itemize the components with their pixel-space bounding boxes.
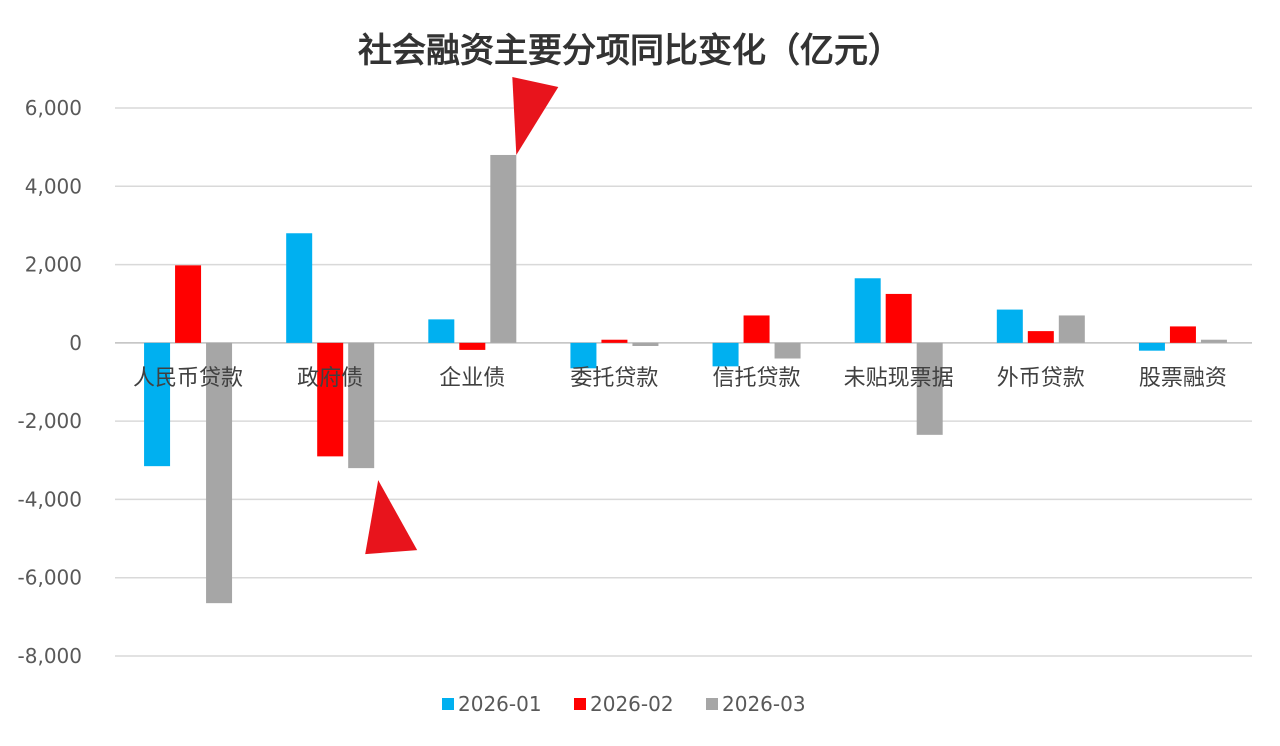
bar bbox=[348, 342, 375, 469]
bar bbox=[144, 342, 171, 467]
legend-label: 2026-02 bbox=[590, 692, 674, 716]
bar bbox=[885, 293, 912, 343]
legend: 2026-01 2026-02 2026-03 bbox=[442, 692, 806, 716]
y-tick-label: 0 bbox=[69, 331, 82, 355]
bar bbox=[996, 309, 1023, 343]
x-category-label: 人民币贷款 bbox=[133, 366, 243, 391]
legend-swatch bbox=[706, 698, 718, 710]
x-axis-categories: 人民币贷款 政府债 企业债 委托贷款 信托贷款 未贴现票据 外币贷款 股票融资 bbox=[133, 366, 1227, 391]
bar bbox=[916, 342, 943, 435]
x-category-label: 外币贷款 bbox=[997, 366, 1085, 391]
x-category-label: 股票融资 bbox=[1139, 366, 1227, 391]
y-axis-ticks: 6,000 4,000 2,000 0 -2,000 -4,000 -6,000 -8,000 bbox=[18, 96, 82, 668]
bar bbox=[1027, 331, 1054, 343]
annotation-arrow bbox=[365, 480, 418, 555]
bar bbox=[428, 319, 455, 343]
bar bbox=[206, 342, 233, 604]
bar bbox=[286, 233, 313, 343]
bar bbox=[743, 315, 770, 343]
y-tick-label: -4,000 bbox=[18, 487, 82, 511]
y-tick-label: 4,000 bbox=[25, 174, 82, 198]
bar bbox=[317, 342, 344, 457]
bar bbox=[1169, 326, 1196, 343]
y-tick-label: 6,000 bbox=[25, 96, 82, 120]
bar bbox=[459, 342, 486, 350]
x-category-label: 政府债 bbox=[297, 366, 363, 391]
bar bbox=[854, 278, 881, 343]
x-category-label: 未贴现票据 bbox=[844, 366, 954, 391]
y-tick-label: -8,000 bbox=[18, 644, 82, 668]
legend-label: 2026-01 bbox=[458, 692, 542, 716]
bar bbox=[632, 342, 659, 346]
x-category-label: 信托贷款 bbox=[713, 366, 801, 391]
x-category-label: 企业债 bbox=[439, 366, 505, 391]
bar bbox=[712, 342, 739, 367]
y-tick-label: 2,000 bbox=[25, 253, 82, 277]
annotations bbox=[365, 76, 559, 555]
bar bbox=[175, 265, 202, 343]
bars bbox=[144, 154, 1227, 604]
legend-label: 2026-03 bbox=[722, 692, 806, 716]
y-tick-label: -2,000 bbox=[18, 409, 82, 433]
chart-title: 社会融资主要分项同比变化（亿元） bbox=[358, 31, 902, 71]
annotation-arrow bbox=[512, 76, 559, 155]
bar bbox=[1058, 315, 1085, 343]
bar bbox=[601, 339, 628, 343]
bar bbox=[774, 342, 801, 359]
bar bbox=[490, 154, 517, 343]
legend-swatch bbox=[574, 698, 586, 710]
x-category-label: 委托贷款 bbox=[570, 366, 658, 391]
bar bbox=[1138, 342, 1165, 351]
legend-swatch bbox=[442, 698, 454, 710]
bar bbox=[1200, 339, 1227, 343]
y-tick-label: -6,000 bbox=[18, 566, 82, 590]
bar bbox=[570, 342, 597, 369]
